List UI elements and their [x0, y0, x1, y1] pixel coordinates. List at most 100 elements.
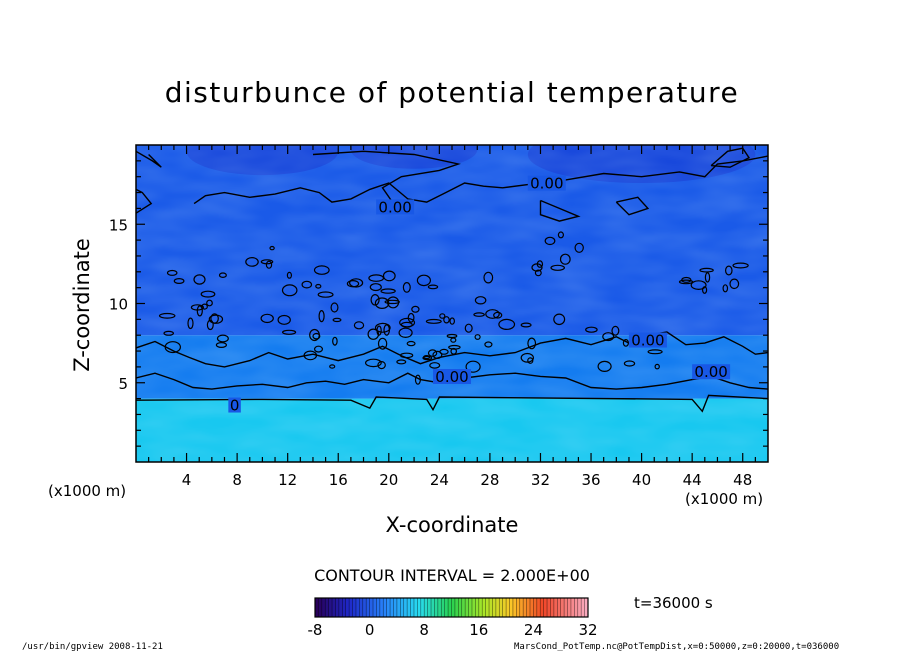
- contour-island-52: [330, 302, 339, 313]
- contour-line-0: [193, 155, 768, 205]
- contour-island-1: [196, 305, 203, 317]
- contour-island-6: [158, 312, 176, 319]
- colorbar-cell: [362, 598, 367, 617]
- contour-island-38: [332, 336, 338, 346]
- contour-island-123: [218, 272, 227, 279]
- contour-label-bg-0: [527, 175, 566, 191]
- contour-island-4: [216, 334, 229, 343]
- contour-island-113: [647, 349, 663, 355]
- footer-right-text: MarsCond_PotTemp.nc@PotTempDist,x=0:5000…: [514, 642, 840, 652]
- time-label: t=36000 s: [634, 594, 713, 612]
- colorbar-cell: [550, 598, 555, 617]
- chart-title: disturbunce of potential temperature: [164, 76, 740, 109]
- colorbar-cell: [523, 598, 527, 617]
- x-tick-label-8: 36: [581, 471, 600, 489]
- colorbar-cell: [390, 598, 394, 617]
- colorbar-cell: [519, 598, 524, 617]
- contour-island-11: [173, 278, 185, 285]
- contour-island-96: [550, 264, 565, 271]
- contour-island-17: [282, 329, 297, 335]
- colorbar-cell: [543, 598, 548, 617]
- contour-island-45: [365, 358, 382, 368]
- contour-island-118: [265, 260, 273, 269]
- contour-island-61: [439, 348, 449, 355]
- contour-island-63: [483, 271, 494, 284]
- contour-island-9: [206, 319, 214, 331]
- colorbar-cell: [373, 598, 377, 617]
- colorbar-tick-label-4: 24: [524, 621, 543, 639]
- colorbar-cell: [434, 598, 439, 617]
- x-tick-label-11: 48: [733, 471, 752, 489]
- contour-island-50: [332, 317, 342, 323]
- contour-island-74: [427, 284, 439, 290]
- colorbar-cell: [574, 598, 579, 617]
- colorbar-cell: [461, 598, 466, 617]
- contour-island-67: [485, 309, 500, 319]
- colorbar-cell: [413, 598, 418, 617]
- contour-island-88: [520, 352, 535, 363]
- colorbar-tick-label-1: 0: [365, 621, 375, 639]
- colorbar-cell: [410, 598, 415, 617]
- contour-island-76: [377, 337, 388, 350]
- colorbar-cell: [369, 598, 374, 617]
- colorbar-cell: [403, 598, 408, 617]
- colorbar-cell: [345, 598, 350, 617]
- contour-line-4: [710, 147, 751, 168]
- contour-island-106: [690, 280, 707, 291]
- contour-island-93: [536, 260, 544, 268]
- colorbar: -8 0 8 16 24 32: [308, 597, 598, 639]
- colorbar-cell: [547, 598, 551, 617]
- contour-label-bg-2: [628, 332, 667, 348]
- contour-island-3: [215, 342, 227, 349]
- y-tick-label-1: 10: [109, 296, 128, 314]
- contour-label-bg-3: [433, 368, 471, 384]
- contour-label-bg-1: [376, 199, 415, 215]
- colorbar-cell: [393, 598, 398, 617]
- contour-island-104: [699, 267, 714, 273]
- contour-island-8: [166, 269, 178, 276]
- colorbar-cell: [468, 598, 473, 617]
- colorbar-cell: [526, 598, 531, 617]
- contour-island-37: [315, 283, 322, 289]
- contour-island-24: [369, 283, 382, 292]
- contour-island-85: [553, 313, 566, 326]
- contour-island-120: [313, 265, 330, 275]
- colorbar-cell: [540, 598, 545, 617]
- y-tick-label-0: 5: [118, 375, 128, 393]
- contour-island-49: [399, 352, 414, 359]
- contour-island-51: [449, 317, 456, 325]
- contour-island-30: [377, 361, 386, 370]
- x-tick-label-4: 20: [379, 471, 398, 489]
- contour-island-36: [411, 305, 420, 313]
- colorbar-cell: [485, 598, 490, 617]
- colorbar-cell: [492, 598, 497, 617]
- colorbar-cell: [516, 598, 521, 617]
- contour-label-3: 0.00: [435, 368, 468, 386]
- contour-island-46: [398, 327, 413, 338]
- contour-island-75: [484, 341, 493, 348]
- colorbar-cell: [577, 598, 582, 617]
- colorbar-cell: [482, 598, 487, 617]
- contour-label-1: 0.00: [378, 198, 411, 216]
- contour-labels: 0.00 0.00 0.00 0.00 0.00 0: [228, 175, 731, 415]
- x-tick-label-9: 40: [632, 471, 651, 489]
- contour-island-12: [208, 314, 224, 324]
- colorbar-cell: [437, 598, 442, 617]
- contour-island-78: [429, 362, 441, 369]
- colorbar-tick-label-2: 8: [419, 621, 429, 639]
- contour-island-101: [701, 286, 708, 294]
- contour-island-105: [732, 262, 749, 269]
- colorbar-cell: [325, 598, 330, 617]
- colorbar-cell: [359, 598, 364, 617]
- colorbar-cell: [431, 598, 435, 617]
- x-tick-label-7: 32: [531, 471, 550, 489]
- colorbar-cell: [420, 598, 425, 617]
- contour-island-109: [622, 339, 630, 347]
- contour-island-100: [678, 279, 694, 285]
- colorbar-cell: [451, 598, 456, 617]
- contour-island-64: [474, 334, 481, 340]
- colorbar-cell: [318, 598, 323, 617]
- contour-island-22: [286, 271, 292, 279]
- contour-line-9: [615, 196, 650, 216]
